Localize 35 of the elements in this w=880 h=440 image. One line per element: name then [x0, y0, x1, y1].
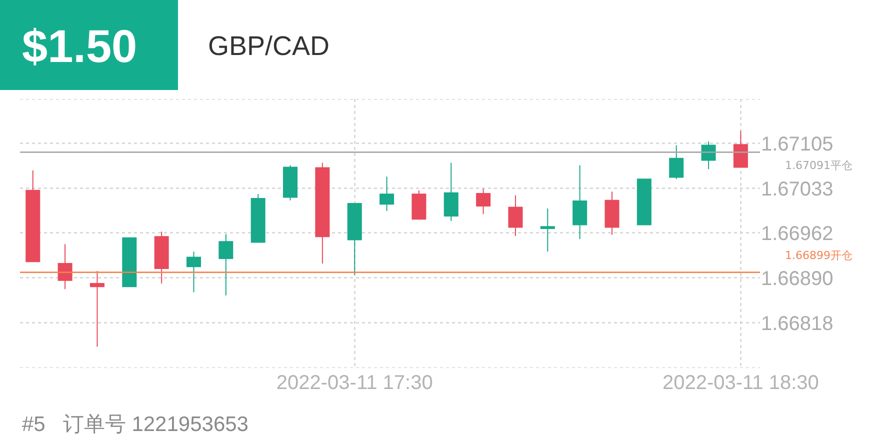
candlestick	[636, 178, 652, 226]
candlestick	[315, 162, 330, 264]
candlestick	[572, 164, 588, 240]
candlestick	[122, 237, 137, 288]
candlestick	[540, 208, 555, 252]
y-tick-label: 1.66962	[761, 222, 834, 245]
y-tick-label: 1.67105	[761, 133, 834, 156]
x-tick-label: 2022-03-11 17:30	[276, 372, 433, 394]
candlestick	[186, 251, 201, 293]
candlestick	[26, 170, 40, 262]
candlestick	[604, 191, 620, 236]
candlestick	[218, 234, 234, 296]
candlestick	[701, 141, 716, 170]
ref-line-label: 1.66899开仓	[785, 249, 852, 262]
x-tick-label: 2022-03-11 18:30	[662, 372, 819, 394]
candlestick	[250, 194, 266, 243]
candlestick	[154, 231, 169, 284]
candlestick	[733, 130, 748, 168]
candlestick	[90, 270, 104, 348]
y-tick-label: 1.67033	[761, 178, 834, 200]
text: #5 订单号 1221953653	[22, 412, 248, 438]
chart-subtitle: GBP/CAD	[208, 30, 330, 62]
chart-title: $1.50	[22, 20, 138, 72]
y-tick-label: 1.66890	[761, 268, 834, 290]
candlestick	[347, 202, 362, 276]
y-tick-label: 1.66818	[761, 312, 834, 335]
candlestick	[476, 188, 491, 215]
candlestick	[380, 176, 394, 212]
candlestick	[444, 162, 458, 222]
ref-line-label: 1.67091平仓	[785, 159, 852, 172]
candlestick	[58, 244, 72, 290]
candlestick	[412, 190, 426, 220]
candlestick	[669, 144, 684, 180]
candlestick	[508, 194, 523, 236]
candlestick	[283, 164, 298, 201]
